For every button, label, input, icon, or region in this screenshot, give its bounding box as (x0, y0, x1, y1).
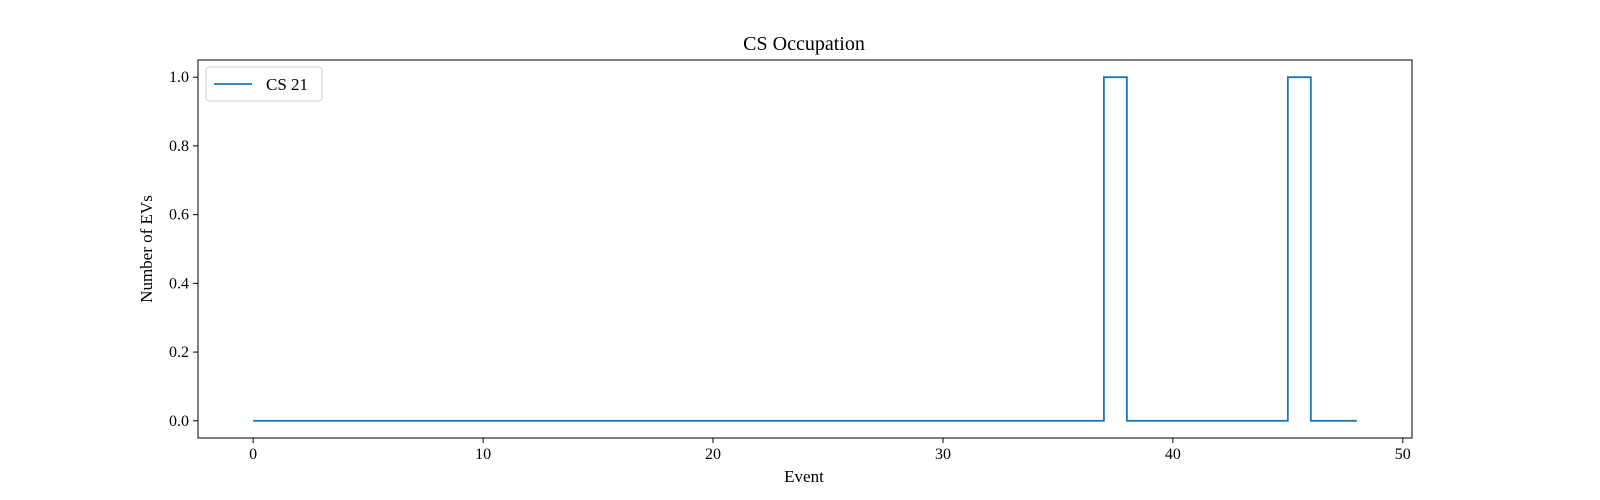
x-tick-label: 40 (1165, 446, 1181, 463)
plot-area-frame (197, 59, 1413, 439)
y-axis-ticks: 0.0 0.2 0.4 0.6 0.8 1.0 (169, 69, 198, 430)
chart-title: CS Occupation (743, 33, 865, 55)
y-tick-label: 0.2 (169, 344, 189, 361)
legend-label-cs-21: CS 21 (266, 75, 308, 94)
y-tick-label: 0.0 (169, 413, 189, 430)
legend: CS 21 (205, 66, 323, 102)
series-layer (253, 76, 1357, 422)
x-axis-label: Event (784, 467, 824, 486)
y-tick-label: 0.4 (169, 275, 189, 292)
x-tick-label: 0 (249, 446, 257, 463)
y-tick-label: 0.6 (169, 207, 189, 224)
x-tick-label: 20 (705, 446, 721, 463)
y-tick-label: 0.8 (169, 138, 189, 155)
y-axis-label: Number of EVs (137, 195, 156, 303)
legend-box (205, 66, 323, 102)
x-tick-label: 50 (1395, 446, 1411, 463)
series-line-cs-21 (253, 76, 1357, 422)
x-tick-label: 30 (935, 446, 951, 463)
y-tick-label: 1.0 (169, 69, 189, 86)
x-tick-label: 10 (475, 446, 491, 463)
x-axis-ticks: 0 10 20 30 40 50 (249, 438, 1411, 463)
